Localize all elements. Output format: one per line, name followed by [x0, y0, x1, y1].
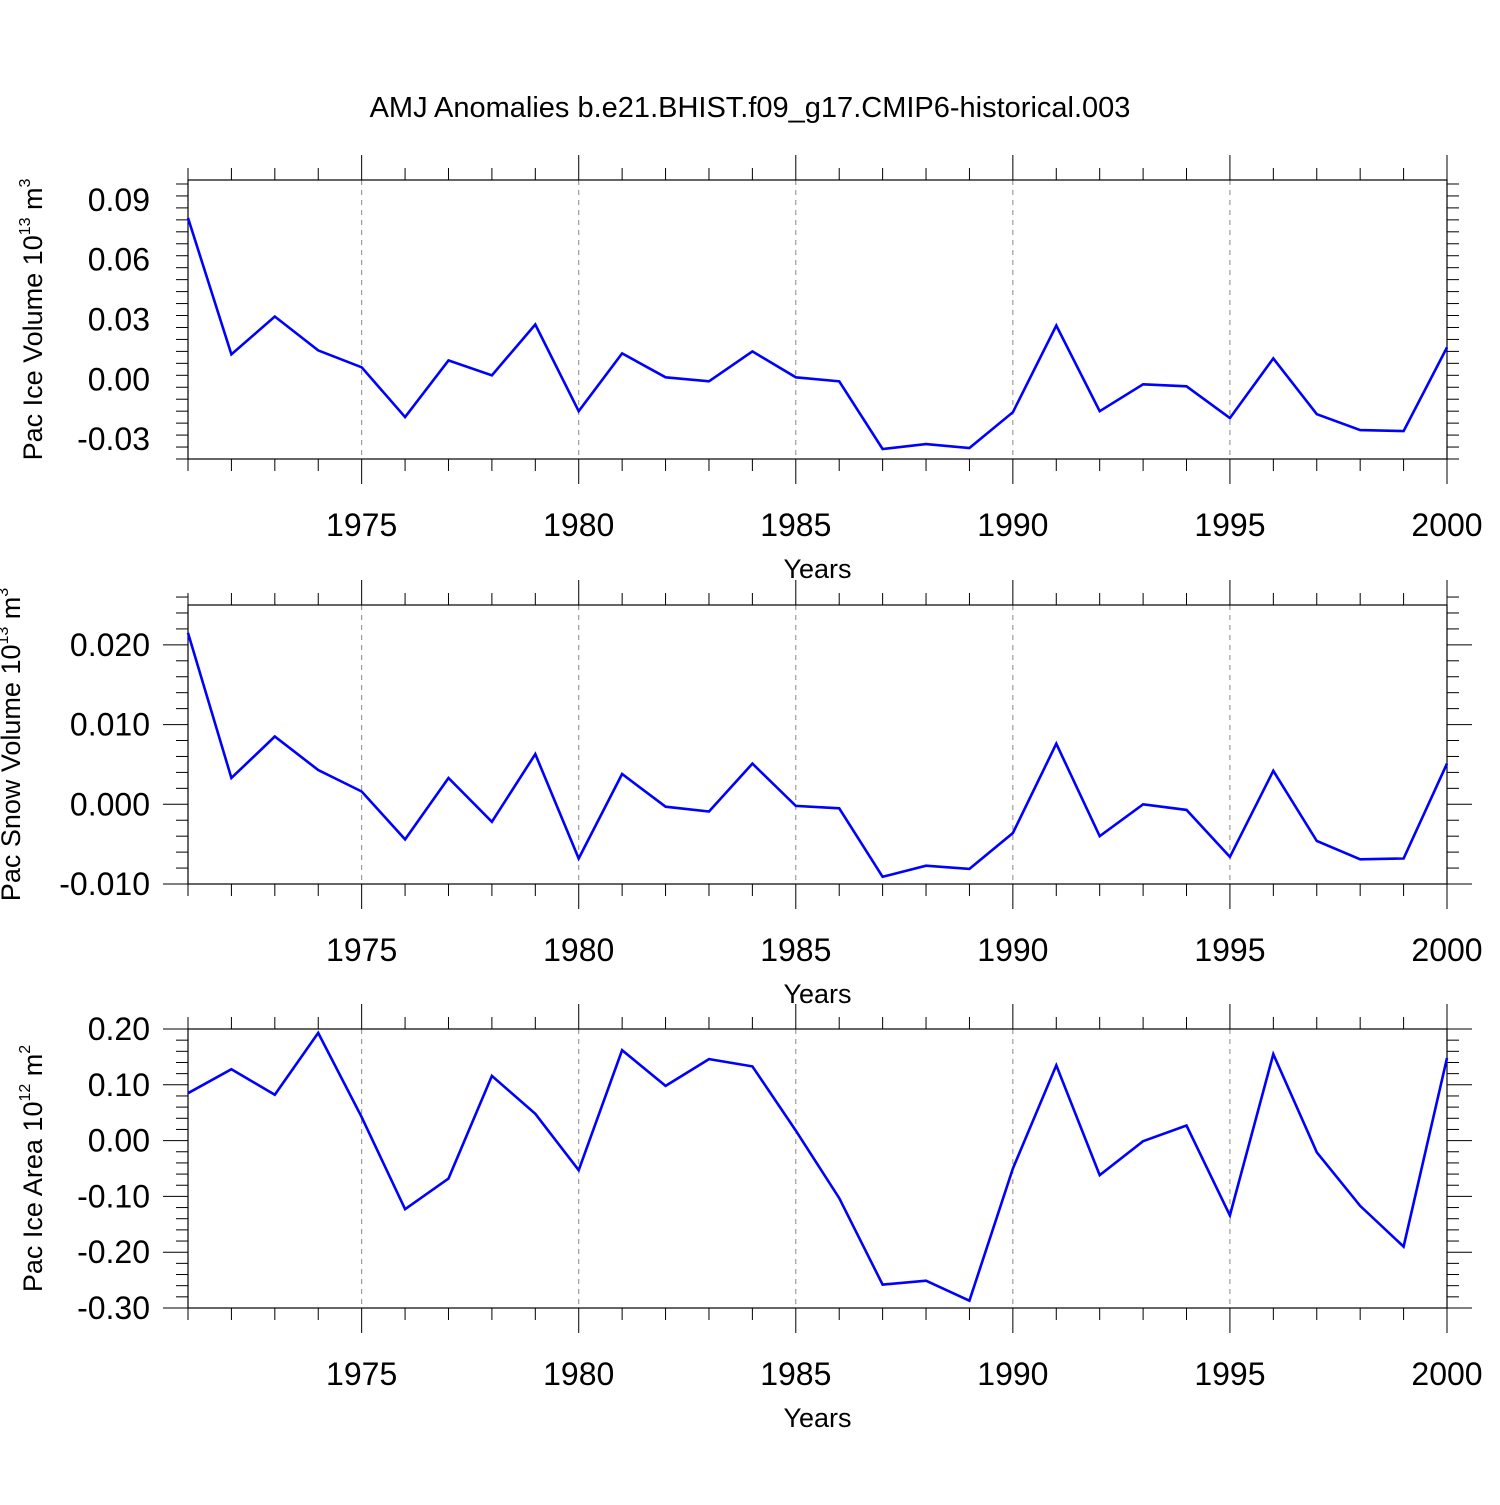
x-tick-label: 1995	[1194, 507, 1265, 543]
y-tick-label: 0.000	[70, 786, 150, 822]
x-tick-label: 1980	[543, 1356, 614, 1392]
x-tick-label: 1995	[1194, 1356, 1265, 1392]
x-tick-label: 2000	[1411, 1356, 1482, 1392]
x-tick-label: 1990	[977, 932, 1048, 968]
y-axis-title: Pac Ice Area 1012 m2	[17, 1045, 48, 1292]
y-axis-title-main: Pac Snow Volume 10	[0, 645, 26, 902]
y-tick-label: -0.010	[59, 866, 150, 902]
y-axis-title-unit-exponent: 2	[17, 1045, 34, 1054]
plot-frame	[187, 179, 1448, 460]
series-line	[186, 217, 1449, 451]
panel-3: -0.30 -0.20 -0.10 0.00 0.10 0.20 1975 1980 1985 1…	[17, 1004, 1483, 1433]
y-tick-label: 0.20	[88, 1011, 150, 1047]
x-axis-title: Years	[783, 979, 851, 1009]
y-tick-label: 0.00	[88, 1123, 150, 1159]
y-tick-label: 0.010	[70, 707, 150, 743]
x-tick-label: 1990	[977, 1356, 1048, 1392]
plot-frame	[187, 604, 1448, 885]
y-tick-label: 0.10	[88, 1067, 150, 1103]
plot-frame	[187, 1028, 1448, 1309]
panel-2: -0.010 0.000 0.010 0.020 1975 1980 1985 1990 199…	[0, 580, 1483, 1009]
y-axis-title: Pac Ice Volume 1013 m3	[17, 178, 48, 460]
y-tick-label: -0.10	[77, 1178, 150, 1214]
y-axis-title-exponent: 12	[17, 1084, 34, 1102]
x-tick-label: 1990	[977, 507, 1048, 543]
y-axis-title-unit: m	[0, 597, 26, 627]
series-line	[186, 632, 1449, 879]
y-axis-title-unit-exponent: 3	[17, 178, 34, 187]
x-axis-title: Years	[783, 1403, 851, 1433]
y-tick-label: -0.30	[77, 1290, 150, 1326]
y-axis-title-unit: m	[18, 187, 48, 217]
y-tick-label: 0.09	[88, 182, 150, 218]
y-tick-label: 0.020	[70, 627, 150, 663]
x-tick-label: 1980	[543, 932, 614, 968]
y-axis-title-unit: m	[18, 1054, 48, 1084]
y-tick-label: -0.20	[77, 1234, 150, 1270]
x-tick-label: 1995	[1194, 932, 1265, 968]
y-tick-label: 0.06	[88, 242, 150, 278]
x-axis-title: Years	[783, 554, 851, 584]
chart-title: AMJ Anomalies b.e21.BHIST.f09_g17.CMIP6-…	[370, 92, 1131, 124]
x-tick-label: 1975	[326, 932, 397, 968]
y-axis-title-exponent: 13	[17, 217, 34, 235]
y-axis-title-main: Pac Ice Area 10	[18, 1102, 48, 1293]
x-tick-label: 1975	[326, 1356, 397, 1392]
y-axis-title-main: Pac Ice Volume 10	[18, 235, 48, 460]
panel-1: -0.03 0.00 0.03 0.06 0.09 1975 1980 1985 1990 199…	[17, 155, 1483, 584]
y-axis-title: Pac Snow Volume 1013 m3	[0, 588, 26, 901]
y-axis-title-unit-exponent: 3	[0, 588, 12, 597]
series-line	[187, 1030, 1449, 1303]
x-tick-label: 1975	[326, 507, 397, 543]
x-tick-label: 1980	[543, 507, 614, 543]
x-tick-label: 1985	[760, 932, 831, 968]
y-tick-label: 0.03	[88, 302, 150, 338]
x-tick-label: 2000	[1411, 932, 1482, 968]
y-tick-label: 0.00	[88, 361, 150, 397]
x-tick-label: 1985	[760, 507, 831, 543]
x-tick-label: 1985	[760, 1356, 831, 1392]
y-tick-label: -0.03	[77, 421, 150, 457]
x-tick-label: 2000	[1411, 507, 1482, 543]
y-axis-title-exponent: 13	[0, 627, 12, 645]
